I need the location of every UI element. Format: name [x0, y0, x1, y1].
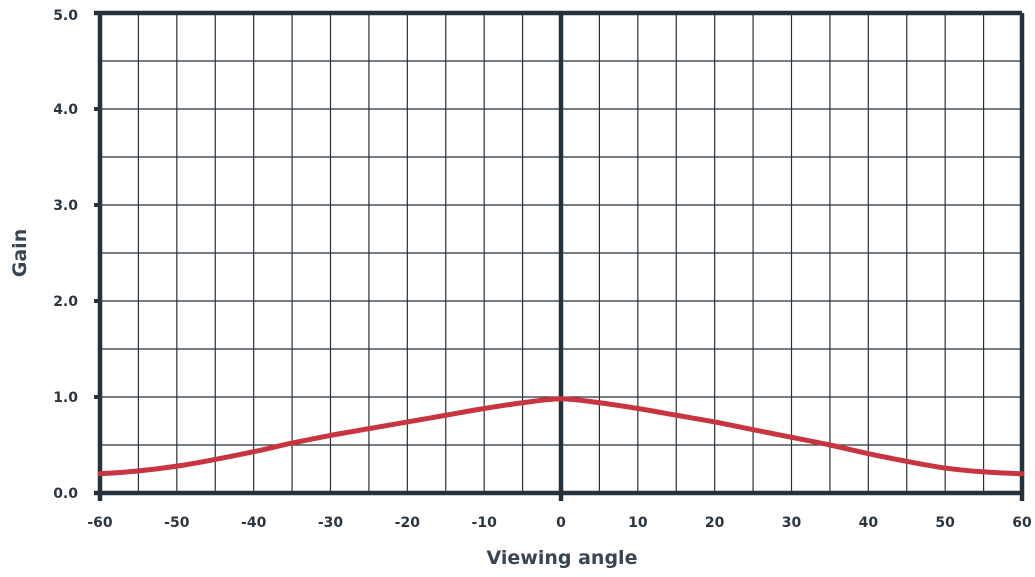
- plot-frame: [94, 10, 1025, 501]
- x-tick-label: 10: [628, 515, 648, 531]
- y-tick-label: 1.0: [53, 390, 78, 406]
- x-tick-label: 30: [782, 515, 802, 531]
- y-axis-title: Gain: [9, 229, 31, 277]
- y-tick-label: 4.0: [53, 102, 78, 118]
- series-line: [97, 396, 1025, 477]
- y-tick-label: 0.0: [53, 486, 78, 502]
- x-tick-labels: -60 -50 -40 -30 -20 -10 0 10 20 30 40 50 60: [87, 515, 1032, 531]
- x-tick-label: -10: [472, 515, 498, 531]
- y-tick-labels: 0.0 1.0 2.0 3.0 4.0 5.0: [53, 8, 78, 502]
- x-tick-label: -30: [318, 515, 344, 531]
- x-tick-label: 50: [935, 515, 955, 531]
- x-axis-title: Viewing angle: [487, 547, 638, 569]
- x-tick-label: 60: [1012, 515, 1032, 531]
- x-tick-label: -60: [87, 515, 113, 531]
- x-tick-label: -20: [395, 515, 421, 531]
- x-tick-label: -40: [241, 515, 267, 531]
- x-tick-label: 20: [705, 515, 725, 531]
- x-tick-label: 40: [859, 515, 879, 531]
- y-tick-label: 5.0: [53, 8, 78, 24]
- x-tick-label: -50: [164, 515, 190, 531]
- y-tick-label: 3.0: [53, 198, 78, 214]
- series-group: [97, 396, 1025, 477]
- y-tick-label: 2.0: [53, 294, 78, 310]
- x-tick-label: 0: [556, 515, 566, 531]
